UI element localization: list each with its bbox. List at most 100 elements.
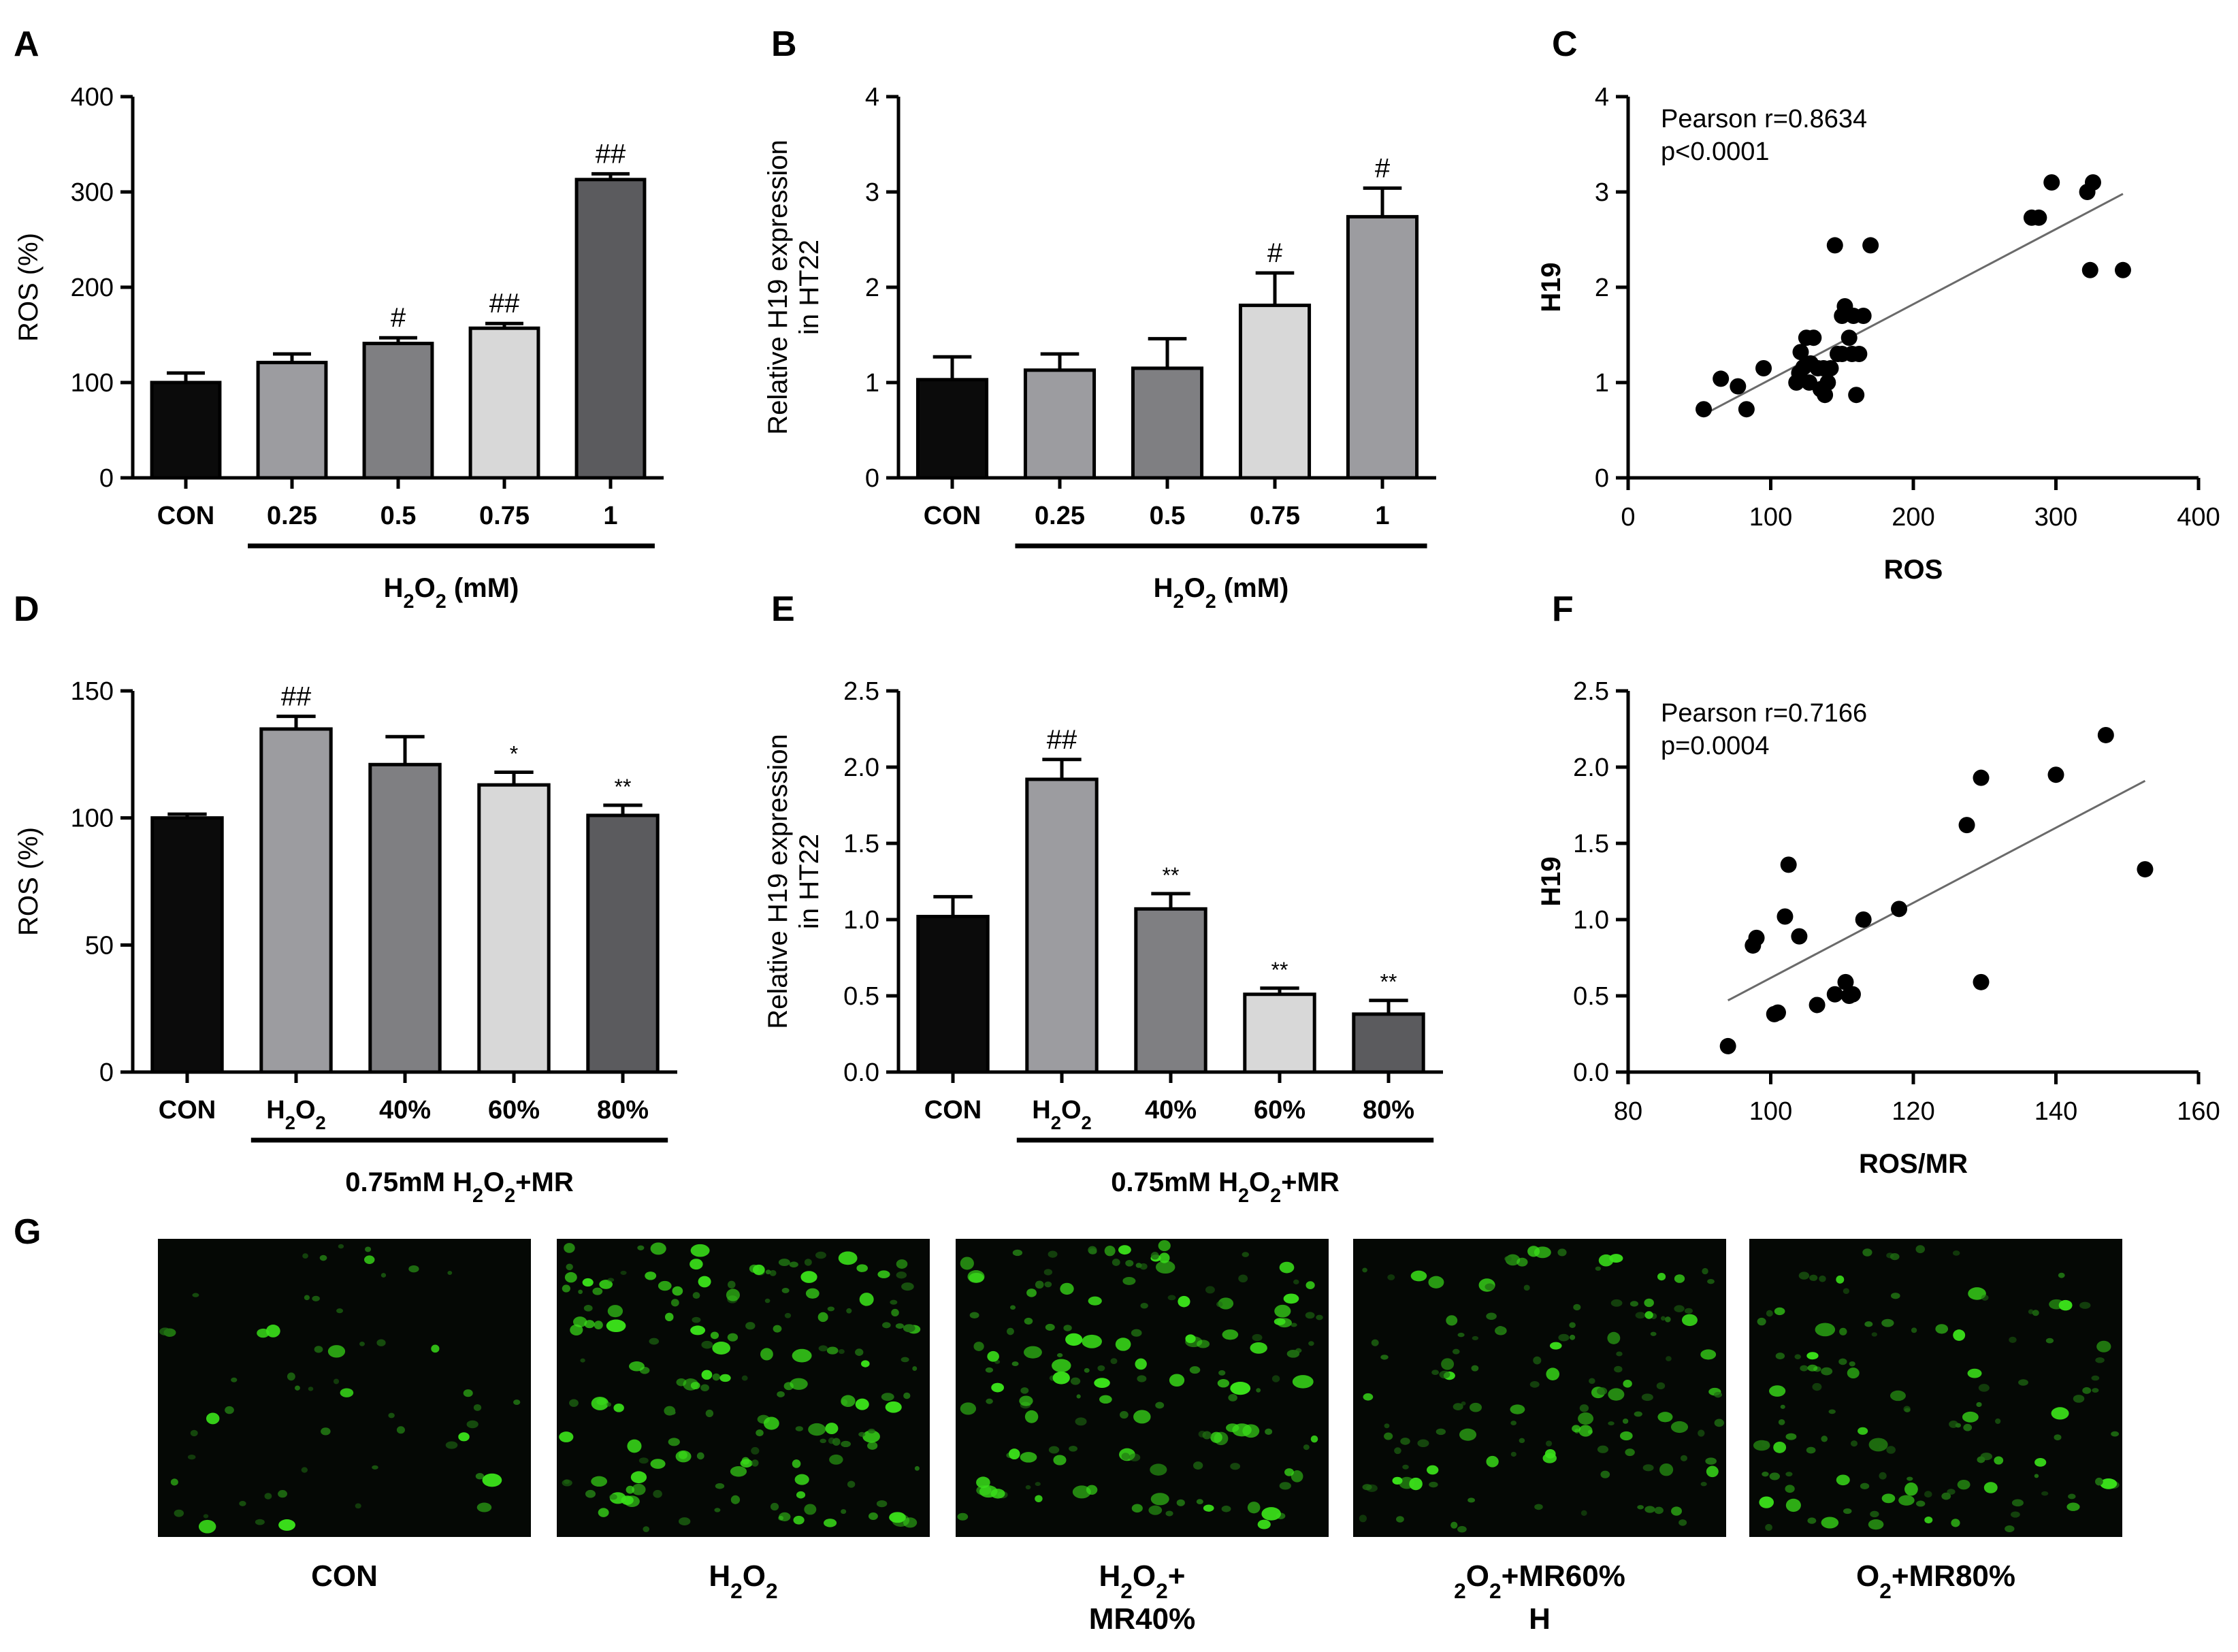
cell — [1773, 1441, 1787, 1453]
y-tick-label: 50 — [85, 931, 114, 960]
y-tick-label: 0 — [1595, 464, 1609, 493]
cell — [903, 1517, 918, 1528]
cell — [301, 1467, 308, 1473]
cell — [1129, 1453, 1141, 1461]
cell — [562, 1284, 570, 1293]
panel-letter: B — [771, 25, 797, 64]
cell — [264, 1493, 272, 1500]
cell — [312, 1295, 320, 1301]
cell — [1104, 1245, 1116, 1257]
cell — [698, 1276, 711, 1288]
cell — [741, 1457, 750, 1465]
cell — [1155, 1261, 1175, 1274]
cell — [672, 1286, 683, 1296]
cell — [302, 1253, 308, 1259]
cell — [792, 1459, 801, 1468]
cell — [599, 1280, 613, 1289]
cell — [2068, 1493, 2076, 1500]
cell — [2111, 1431, 2120, 1437]
cell — [1650, 1331, 1657, 1336]
panel-a: A 0 100 200 300 400 ROS (%) CON 0.25 #0.5 ## 0.75 ##… — [14, 25, 664, 613]
cell — [727, 1333, 739, 1342]
cell — [1785, 1472, 1793, 1477]
cell — [1496, 1326, 1505, 1333]
cell — [1705, 1457, 1717, 1465]
panel-b: B 0 1 2 3 4 Relative H19 expressionin HT22 CON 0… — [763, 25, 1436, 613]
cell — [1858, 1427, 1868, 1435]
cell — [1904, 1483, 1918, 1496]
cell — [1020, 1452, 1037, 1463]
significance-label: # — [1267, 238, 1283, 268]
cell — [1978, 1384, 1990, 1392]
cell — [885, 1401, 902, 1413]
scatter-point — [2137, 861, 2154, 878]
cell — [670, 1299, 679, 1307]
cell — [1140, 1302, 1148, 1309]
cell — [1133, 1410, 1151, 1424]
y-tick-label: 1.5 — [843, 830, 879, 858]
cell — [1759, 1496, 1774, 1508]
cell — [1097, 1365, 1105, 1372]
x-tick-label: 80% — [597, 1096, 649, 1124]
scatter-point — [1844, 986, 1861, 1003]
cell — [1589, 1378, 1595, 1384]
cell — [1218, 1370, 1226, 1376]
cell — [1951, 1519, 1960, 1527]
cell — [2091, 1375, 2100, 1381]
y-tick-label: 2.5 — [843, 677, 879, 706]
x-tick-label: 40% — [1145, 1096, 1197, 1124]
cell — [1523, 1284, 1530, 1291]
cell — [1250, 1342, 1267, 1354]
cell — [1238, 1274, 1248, 1283]
cell — [1545, 1440, 1553, 1446]
cell — [841, 1509, 847, 1515]
scatter-point — [2084, 174, 2101, 191]
cell — [2009, 1336, 2017, 1344]
cell — [957, 1512, 969, 1521]
cell — [1265, 1428, 1273, 1436]
cell — [1766, 1310, 1773, 1317]
cell — [1035, 1280, 1044, 1289]
scatter-point — [1826, 237, 1843, 254]
cell — [225, 1406, 234, 1414]
cell — [1903, 1406, 1911, 1412]
scatter-point — [1826, 986, 1843, 1003]
cell — [1198, 1430, 1206, 1438]
cell — [1891, 1293, 1900, 1299]
cell — [1623, 1380, 1632, 1388]
cell — [1193, 1461, 1203, 1470]
cell — [606, 1319, 626, 1333]
cell — [1847, 1367, 1860, 1379]
cell — [1980, 1453, 1992, 1461]
cell — [1295, 1348, 1302, 1353]
significance-label: ## — [281, 681, 312, 711]
cell — [862, 1430, 880, 1443]
cell — [1256, 1388, 1261, 1393]
cell — [1510, 1404, 1525, 1414]
x-tick-label: 80 — [1614, 1097, 1642, 1126]
x-tick-label: 200 — [1892, 503, 1934, 532]
cell — [1363, 1393, 1374, 1401]
panel-c: C 0 1 2 3 4 H19 0 100 200 300 400 ROS Pearson r=0.863… — [1536, 25, 2220, 585]
cell — [700, 1384, 709, 1391]
x-tick-label: 100 — [1749, 503, 1792, 532]
cell — [678, 1451, 687, 1459]
cell — [1806, 1446, 1816, 1454]
cell — [1794, 1354, 1801, 1359]
x-tick-label: 80% — [1363, 1096, 1414, 1124]
cell — [1052, 1371, 1070, 1384]
bar-0.25 — [1023, 368, 1097, 480]
cell — [198, 1519, 216, 1534]
cell — [727, 1280, 736, 1289]
cell — [564, 1272, 577, 1283]
cell — [1099, 1395, 1112, 1404]
cell — [170, 1478, 178, 1486]
scatter-point — [2047, 766, 2064, 783]
y-tick-label: 3 — [865, 178, 879, 207]
cell — [1461, 1401, 1466, 1406]
cell — [710, 1331, 719, 1340]
cell — [763, 1416, 779, 1430]
x-tick-label: CON — [924, 1096, 982, 1124]
cell — [638, 1457, 649, 1464]
bar-80pct — [586, 813, 660, 1074]
